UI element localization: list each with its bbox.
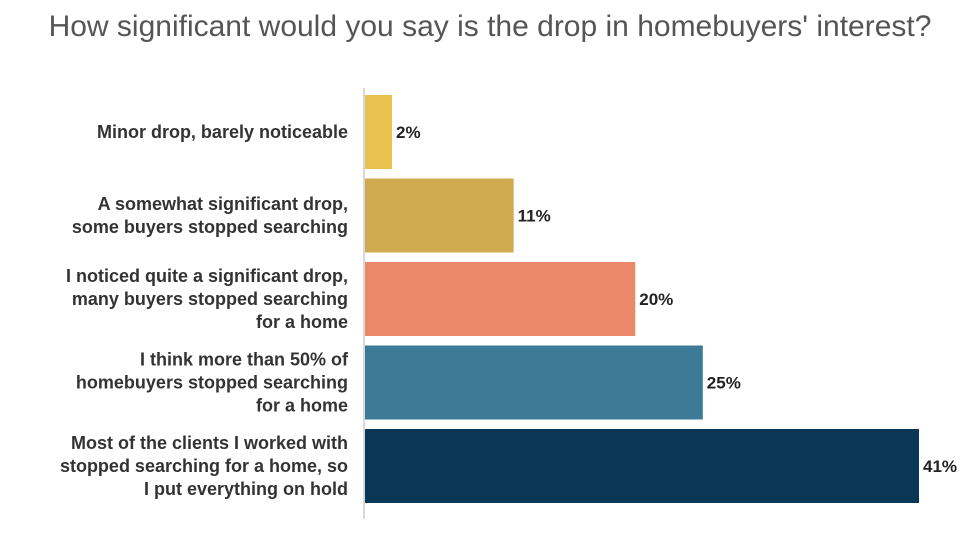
value-label-2: 11%: [518, 207, 551, 226]
category-label-3-line-3: for a home: [256, 312, 348, 332]
value-label-1: 2%: [396, 123, 421, 142]
category-label-4-line-1: I think more than 50% of: [140, 350, 349, 370]
category-label-1-line-1: Minor drop, barely noticeable: [97, 122, 348, 142]
category-label-5-line-2: stopped searching for a home, so: [60, 456, 348, 476]
bar-5: [365, 429, 919, 503]
bar-3: [365, 262, 636, 336]
category-label-3-line-1: I noticed quite a significant drop,: [66, 266, 348, 286]
bar-1: [365, 95, 393, 169]
bar-2: [365, 178, 514, 253]
chart-title: How significant would you say is the dro…: [48, 10, 932, 43]
bar-4: [365, 345, 703, 420]
category-label-4-line-3: for a home: [256, 396, 348, 416]
category-label-2-line-1: A somewhat significant drop,: [98, 194, 348, 214]
category-label-5-line-1: Most of the clients I worked with: [71, 433, 348, 453]
category-label-2-line-2: some buyers stopped searching: [72, 217, 348, 237]
value-label-4: 25%: [707, 374, 741, 393]
value-label-5: 41%: [923, 457, 957, 476]
category-label-4-line-2: homebuyers stopped searching: [76, 373, 348, 393]
value-label-3: 20%: [639, 290, 673, 309]
category-label-5-line-3: I put everything on hold: [144, 479, 348, 499]
category-label-3-line-2: many buyers stopped searching: [72, 289, 348, 309]
